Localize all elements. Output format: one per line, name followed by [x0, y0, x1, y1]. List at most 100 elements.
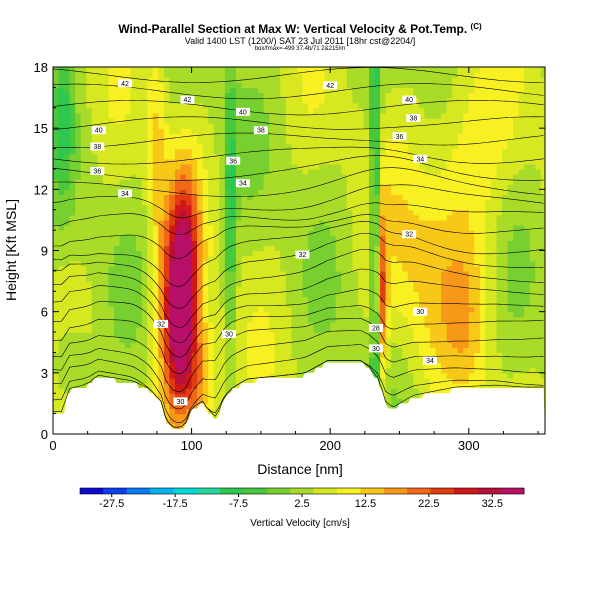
contour-label-bg [253, 126, 268, 135]
contour-label-bg [368, 323, 383, 332]
contour-label: 40 [405, 97, 413, 104]
contour-label-bg [406, 113, 421, 122]
y-axis: 0 36 9 12 15 18 [34, 60, 545, 442]
isentrope-line [53, 67, 544, 83]
contour-label: 34 [426, 358, 434, 365]
colorbar-swatch [103, 488, 128, 494]
chart-subtitle: Valid 1400 LST (1200/) SAT 23 Jul 2011 [… [184, 36, 416, 46]
contour-label-bg [226, 156, 241, 165]
contour-label: 36 [229, 158, 237, 165]
contour-label: 34 [121, 191, 129, 198]
y-tick-label: 12 [34, 182, 48, 197]
contour-label: 40 [239, 109, 247, 116]
contour-label: 32 [299, 252, 307, 259]
contour-label-bg [235, 107, 250, 116]
chart-small-text: box/fmax=-499 37.4b/71 2&215/m [254, 46, 346, 52]
terrain-mask [53, 362, 545, 434]
contour-labels: 42 42 42 40 40 40 38 38 38 36 36 36 34 34 34 32 32 32 30 30… [90, 79, 437, 406]
isentrope-line [53, 100, 544, 116]
colorbar-swatch [453, 488, 478, 494]
isentrope-line [53, 268, 544, 343]
chart-title: Wind-Parallel Section at Max W: Vertical… [60, 22, 540, 36]
isentrope-line [53, 330, 544, 410]
colorbar-swatch [407, 488, 431, 494]
colorbar-swatch [173, 488, 198, 494]
contour-label: 42 [184, 97, 192, 104]
isentropes [53, 67, 544, 428]
isentrope-line [53, 116, 544, 130]
contour-label: 36 [93, 168, 101, 175]
isentrope-line [53, 220, 544, 287]
isentrope-line [53, 155, 544, 181]
contour-label: 28 [372, 325, 380, 332]
isentrope-line [53, 146, 544, 165]
isentrope-line [53, 214, 544, 259]
colorbar: -27.5 -17.5 -7.5 2.5 12.5 22.5 32.5 [79, 487, 525, 510]
isentrope-line [53, 318, 544, 393]
contour-label-bg [222, 330, 237, 339]
colorbar-swatch [360, 488, 385, 494]
contour-label: 38 [409, 115, 417, 122]
x-tick-label: 0 [49, 438, 56, 453]
contour-label-bg [392, 132, 407, 141]
colorbar-tick-label: 12.5 [355, 498, 376, 510]
colorbar-swatch [477, 488, 502, 494]
colorbar-swatch [337, 488, 361, 494]
colorbar-swatch [430, 488, 455, 494]
isentrope-line [53, 202, 544, 235]
contour-label-bg [295, 250, 310, 259]
colorbar-tick-label: -17.5 [163, 498, 188, 510]
colorbar-swatch [220, 488, 244, 494]
x-axis-label: Distance [nm] [257, 461, 343, 477]
colorbar-tick-label: 22.5 [418, 498, 439, 510]
contour-label-bg [90, 166, 105, 175]
contour-label: 38 [93, 144, 101, 151]
contour-label: 42 [121, 81, 129, 88]
contour-label: 32 [405, 232, 413, 239]
x-axis: 0 100 200 300 [49, 67, 539, 453]
contour-label-bg [402, 95, 417, 104]
contour-label-bg [118, 189, 133, 198]
contour-label: 30 [372, 346, 380, 353]
contour-label-bg [402, 230, 417, 239]
y-tick-label: 9 [41, 244, 48, 259]
colorbar-swatch [196, 488, 221, 494]
isentrope-line [53, 132, 544, 148]
contour-label-bg [413, 307, 428, 316]
x-tick-label: 300 [458, 438, 480, 453]
contour-label: 42 [326, 83, 334, 90]
contour-label: 30 [177, 399, 185, 406]
colorbar-tick-label: -27.5 [99, 498, 124, 510]
contour-label-bg [90, 142, 105, 151]
contour-label-bg [180, 95, 195, 104]
terrain [53, 362, 545, 434]
colorbar-tick-label: 32.5 [482, 498, 503, 510]
colorbar-swatch [243, 488, 268, 494]
colorbar-swatch [150, 488, 174, 494]
colorbar-swatch [290, 488, 315, 494]
contour-label: 40 [95, 128, 103, 135]
contour-label: 38 [257, 128, 265, 135]
isentrope-line [53, 305, 544, 374]
y-tick-label: 15 [34, 121, 48, 136]
colorbar-swatch [80, 488, 104, 494]
x-tick-label: 200 [319, 438, 341, 453]
isentrope-line [53, 288, 544, 358]
chart-title-text: Wind-Parallel Section at Max W: Vertical… [118, 22, 468, 36]
y-axis-label: Height [Kft MSL] [3, 199, 19, 301]
isentrope-line [53, 184, 544, 219]
colorbar-swatch [266, 488, 291, 494]
colorbar-tick-label: -7.5 [229, 498, 248, 510]
y-tick-label: 18 [34, 60, 48, 75]
isentrope-line [53, 167, 544, 197]
isentrope-line [53, 249, 544, 328]
colorbar-label: Vertical Velocity [cm/s] [250, 518, 350, 529]
contour-label-bg [173, 397, 188, 406]
colorbar-tick-label: 2.5 [294, 498, 309, 510]
colorbar-swatch [383, 488, 408, 494]
y-tick-label: 3 [41, 366, 48, 381]
contour-label-bg [368, 344, 383, 353]
y-tick-label: 0 [41, 427, 48, 442]
chart-title-mark: (C) [470, 22, 482, 31]
